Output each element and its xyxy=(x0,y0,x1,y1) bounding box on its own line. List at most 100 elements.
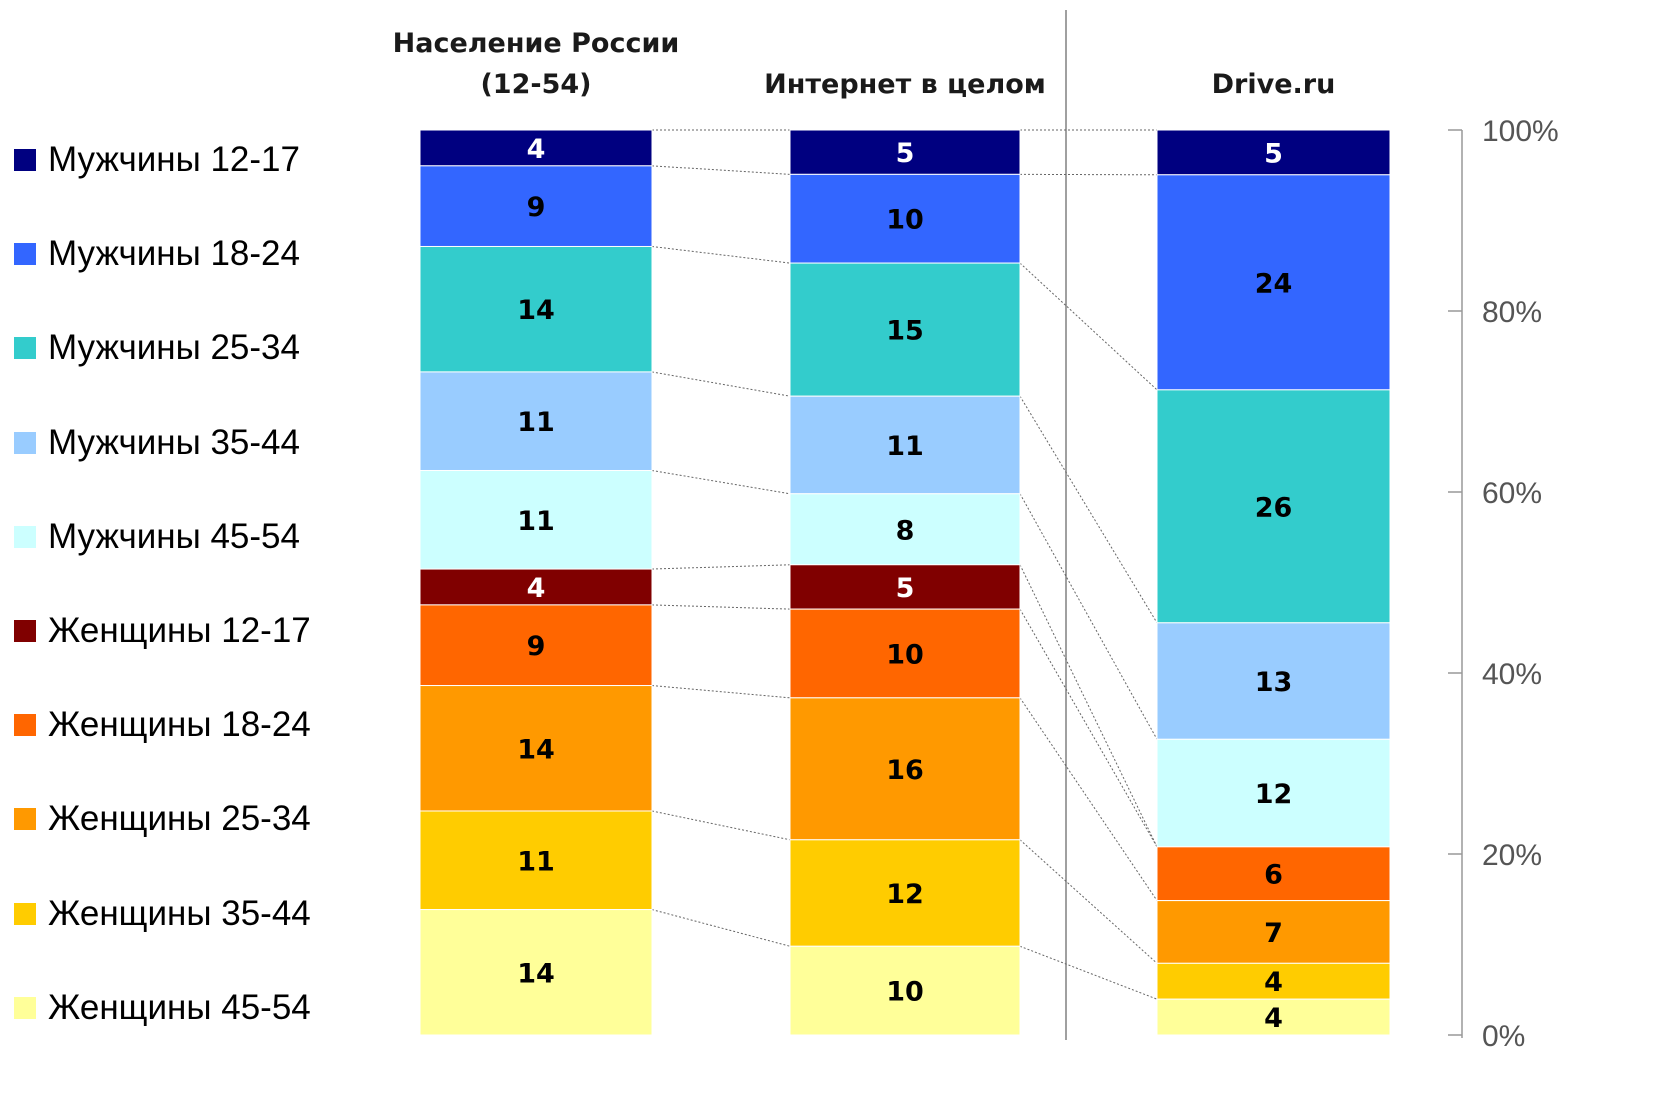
connector-line xyxy=(651,685,791,699)
data-label: 10 xyxy=(886,639,924,670)
data-label: 4 xyxy=(1264,967,1283,998)
legend-item: Мужчины 12-17 xyxy=(14,140,300,180)
bar-segment xyxy=(1156,998,1391,1036)
bar-segment xyxy=(419,568,653,606)
legend-swatch xyxy=(14,714,36,737)
bar-segment xyxy=(419,165,653,247)
data-label: 4 xyxy=(527,134,546,165)
bar-segment xyxy=(419,604,653,687)
data-label: 11 xyxy=(517,846,555,877)
legend-item: Мужчины 45-54 xyxy=(14,517,300,557)
bar-segment xyxy=(1156,129,1391,176)
legend-item: Женщины 25-34 xyxy=(14,799,311,839)
column-title: Интернет в целом xyxy=(764,69,1046,100)
bar-segment xyxy=(789,608,1021,699)
connector-line xyxy=(651,909,791,947)
data-label: 10 xyxy=(886,977,924,1008)
bar-segment xyxy=(789,173,1021,264)
legend-swatch xyxy=(14,243,36,266)
legend-swatch xyxy=(14,431,36,454)
data-label: 11 xyxy=(517,407,555,438)
legend-swatch xyxy=(14,902,36,925)
data-label: 4 xyxy=(1264,1003,1283,1034)
data-label: 11 xyxy=(886,431,924,462)
bar-segment xyxy=(1156,174,1391,391)
bar-segment xyxy=(1156,389,1391,624)
data-label: 7 xyxy=(1264,918,1283,949)
connector-line xyxy=(1019,697,1158,901)
legend-label: Женщины 45-54 xyxy=(48,987,311,1027)
data-label: 11 xyxy=(517,506,555,537)
data-label: 5 xyxy=(1264,138,1283,169)
data-label: 8 xyxy=(896,515,915,546)
bar-segment xyxy=(1156,962,1391,1000)
connector-line xyxy=(1019,564,1158,848)
legend-label: Мужчины 45-54 xyxy=(48,516,300,556)
y-tick-label: 60% xyxy=(1482,477,1542,510)
bar-segment xyxy=(789,129,1021,175)
bar-segment xyxy=(419,469,653,570)
connector-line xyxy=(1019,608,1158,848)
legend-swatch xyxy=(14,525,36,548)
connector-line xyxy=(1019,493,1158,740)
legend-swatch xyxy=(14,620,36,642)
bar-segment xyxy=(419,245,653,373)
legend-swatch xyxy=(14,808,36,831)
legend-label: Мужчины 25-34 xyxy=(48,328,300,368)
data-label: 6 xyxy=(1264,860,1283,891)
legend-swatch xyxy=(14,337,36,360)
data-label: 16 xyxy=(886,755,924,786)
bar-segment xyxy=(419,810,653,911)
bar-segment xyxy=(419,909,653,1036)
data-label: 5 xyxy=(896,573,915,604)
connector-line xyxy=(651,371,791,397)
data-label: 13 xyxy=(1255,667,1293,698)
legend-item: Женщины 18-24 xyxy=(14,705,311,745)
connector-line xyxy=(1019,839,1158,964)
legend-item: Мужчины 25-34 xyxy=(14,328,300,368)
bar-segment xyxy=(789,262,1021,397)
legend-swatch xyxy=(14,996,36,1019)
bar-segment xyxy=(789,945,1021,1036)
data-label: 14 xyxy=(517,734,555,765)
bar-segment xyxy=(789,839,1021,947)
data-label: 9 xyxy=(527,631,546,662)
legend-label: Женщины 25-34 xyxy=(48,799,311,839)
connector-line xyxy=(651,165,791,175)
data-label: 26 xyxy=(1255,492,1293,523)
y-tick-label: 100% xyxy=(1482,115,1559,148)
data-label: 9 xyxy=(527,192,546,223)
data-label: 5 xyxy=(896,138,915,169)
legend-label: Женщины 35-44 xyxy=(48,893,311,933)
column-title: Drive.ru xyxy=(1212,69,1336,100)
connector-line xyxy=(1019,945,1158,1000)
legend-label: Мужчины 18-24 xyxy=(48,234,300,274)
data-label: 14 xyxy=(517,958,555,989)
legend-label: Женщины 18-24 xyxy=(48,705,311,745)
data-label: 10 xyxy=(886,205,924,236)
legend-item: Женщины 35-44 xyxy=(14,894,311,934)
connector-line xyxy=(651,245,791,264)
y-tick-label: 40% xyxy=(1482,658,1542,691)
bar-segment xyxy=(419,129,653,167)
y-tick-label: 20% xyxy=(1482,839,1542,872)
legend-item: Женщины 12-17 xyxy=(14,611,311,651)
data-label: 15 xyxy=(886,316,924,347)
connector-line xyxy=(1019,262,1158,391)
y-tick-label: 0% xyxy=(1482,1020,1525,1053)
bar-segment xyxy=(789,493,1021,566)
bar-segment xyxy=(419,685,653,812)
bar-segment xyxy=(789,697,1021,841)
connector-line xyxy=(651,604,791,610)
legend-item: Мужчины 18-24 xyxy=(14,234,300,274)
connector-line xyxy=(651,470,791,495)
legend-label: Женщины 12-17 xyxy=(48,611,311,650)
legend-item: Женщины 45-54 xyxy=(14,988,311,1028)
bar-segment xyxy=(1156,622,1391,740)
data-label: 24 xyxy=(1255,268,1293,299)
bar-segment xyxy=(1156,738,1391,848)
data-label: 12 xyxy=(886,879,924,910)
bar-segment xyxy=(789,564,1021,610)
column-title: Население России (12-54) xyxy=(393,28,680,100)
